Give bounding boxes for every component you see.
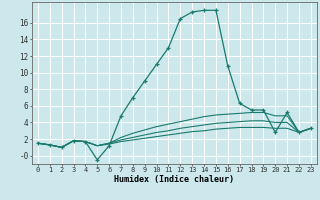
X-axis label: Humidex (Indice chaleur): Humidex (Indice chaleur): [115, 175, 234, 184]
